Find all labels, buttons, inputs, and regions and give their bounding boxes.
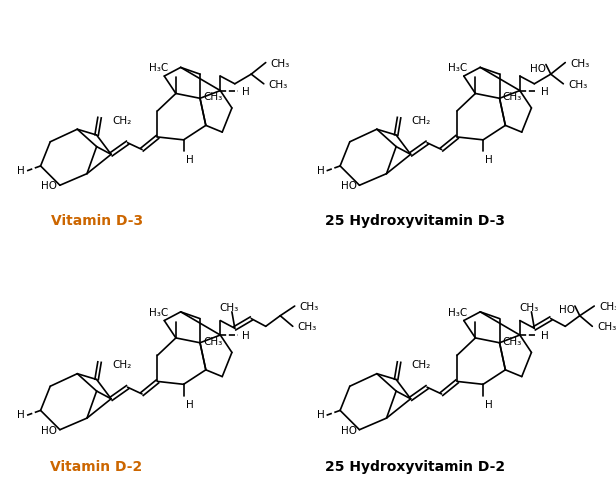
Text: 25 Hydroxyvitamin D-2: 25 Hydroxyvitamin D-2 (325, 459, 506, 473)
Text: H₃C: H₃C (149, 307, 168, 317)
Text: CH₃: CH₃ (597, 322, 616, 332)
Text: H: H (317, 409, 325, 419)
Text: H: H (241, 86, 249, 96)
Text: CH₂: CH₂ (112, 115, 131, 125)
Text: H: H (541, 86, 549, 96)
Text: HO: HO (41, 425, 57, 435)
Text: H: H (241, 330, 249, 340)
Text: H₃C: H₃C (448, 63, 468, 73)
Text: HO: HO (41, 181, 57, 191)
Text: HO: HO (341, 181, 357, 191)
Text: H: H (485, 155, 493, 165)
Text: CH₃: CH₃ (503, 336, 522, 346)
Text: Vitamin D-3: Vitamin D-3 (51, 213, 143, 227)
Text: Vitamin D-2: Vitamin D-2 (51, 459, 143, 473)
Text: H: H (485, 399, 493, 409)
Text: CH₂: CH₂ (112, 359, 131, 369)
Text: H: H (17, 165, 25, 175)
Text: CH₃: CH₃ (298, 322, 317, 332)
Text: CH₃: CH₃ (599, 302, 616, 312)
Text: CH₂: CH₂ (411, 359, 431, 369)
Text: HO: HO (559, 305, 575, 315)
Text: H: H (17, 409, 25, 419)
Text: CH₂: CH₂ (411, 115, 431, 125)
Text: H₃C: H₃C (448, 307, 468, 317)
Text: CH₃: CH₃ (203, 92, 222, 102)
Text: HO: HO (530, 64, 546, 74)
Text: 25 Hydroxyvitamin D-3: 25 Hydroxyvitamin D-3 (325, 213, 506, 227)
Text: H: H (541, 330, 549, 340)
Text: CH₃: CH₃ (270, 59, 290, 69)
Text: CH₃: CH₃ (568, 80, 588, 90)
Text: CH₃: CH₃ (219, 303, 238, 313)
Text: CH₃: CH₃ (503, 92, 522, 102)
Text: H₃C: H₃C (149, 63, 168, 73)
Text: CH₃: CH₃ (269, 80, 288, 90)
Text: HO: HO (341, 425, 357, 435)
Text: CH₃: CH₃ (570, 59, 590, 69)
Text: H: H (185, 155, 193, 165)
Text: CH₃: CH₃ (519, 303, 538, 313)
Text: CH₃: CH₃ (299, 302, 319, 312)
Text: CH₃: CH₃ (203, 336, 222, 346)
Text: H: H (185, 399, 193, 409)
Text: H: H (317, 165, 325, 175)
